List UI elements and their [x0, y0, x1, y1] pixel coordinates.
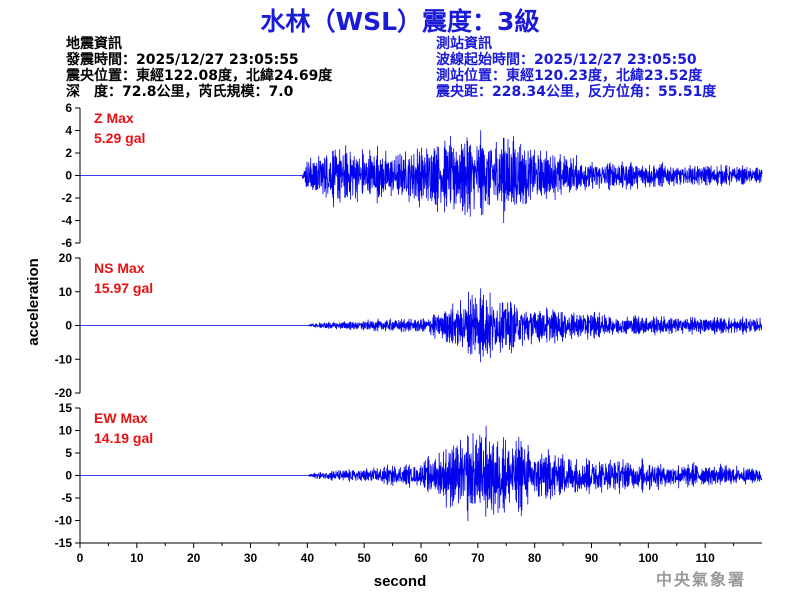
max-label-z: Z Max — [94, 110, 134, 126]
depth-magnitude: 深 度：72.8公里，芮氏規模：7.0 — [66, 84, 294, 100]
x-tick-label: 50 — [357, 551, 371, 565]
x-tick-label: 10 — [130, 551, 144, 565]
y-tick-label: 0 — [65, 469, 72, 483]
y-tick-label: -6 — [61, 236, 72, 250]
y-tick-label: 0 — [65, 319, 72, 333]
x-tick-label: 80 — [528, 551, 542, 565]
y-tick-label: -2 — [61, 191, 72, 205]
wave-start-time: 波線起始時間：2025/12/27 23:05:50 — [436, 52, 697, 68]
x-tick-label: 110 — [695, 551, 715, 565]
y-tick-label: -20 — [55, 386, 73, 400]
y-tick-label: -5 — [61, 491, 72, 505]
y-tick-label: -10 — [55, 514, 73, 528]
y-tick-label: 4 — [65, 124, 72, 138]
station-location: 測站位置：東經120.23度，北緯23.52度 — [436, 68, 703, 84]
y-axis-label: acceleration — [25, 258, 42, 346]
y-tick-label: 10 — [59, 424, 73, 438]
max-label-ns: NS Max — [94, 260, 145, 276]
x-tick-label: 0 — [77, 551, 84, 565]
waveform-trace-ew — [80, 425, 763, 522]
quake-info-block: 地震資訊 發震時間：2025/12/27 23:05:55 震央位置：東經122… — [66, 36, 332, 100]
y-tick-label: -4 — [61, 214, 72, 228]
y-tick-label: 5 — [65, 446, 72, 460]
distance-azimuth: 震央距：228.34公里，反方位角：55.51度 — [436, 84, 717, 100]
y-tick-label: 15 — [59, 401, 73, 415]
x-tick-label: 70 — [471, 551, 485, 565]
x-tick-label: 30 — [244, 551, 258, 565]
y-tick-label: -10 — [55, 352, 73, 366]
y-tick-label: 20 — [59, 251, 73, 265]
y-tick-label: 10 — [59, 285, 73, 299]
quake-info-heading: 地震資訊 — [66, 36, 122, 52]
y-tick-label: -15 — [55, 536, 73, 550]
x-axis-label: second — [374, 573, 427, 590]
station-info-block: 測站資訊 波線起始時間：2025/12/27 23:05:50 測站位置：東經1… — [436, 36, 716, 100]
y-tick-label: 2 — [65, 146, 72, 160]
epicenter-location: 震央位置：東經122.08度，北緯24.69度 — [66, 68, 333, 84]
max-value-ns: 15.97 gal — [94, 280, 153, 296]
origin-time: 發震時間：2025/12/27 23:05:55 — [66, 52, 299, 68]
max-value-z: 5.29 gal — [94, 130, 145, 146]
x-tick-label: 20 — [187, 551, 201, 565]
max-value-ew: 14.19 gal — [94, 430, 153, 446]
page-title: 水林（WSL）震度：3級 — [260, 7, 540, 36]
x-tick-label: 90 — [585, 551, 599, 565]
agency-watermark: 中央氣象署 — [655, 570, 746, 589]
y-tick-label: 0 — [65, 169, 72, 183]
x-tick-label: 40 — [301, 551, 315, 565]
waveform-trace-z — [80, 130, 763, 224]
x-tick-label: 100 — [638, 551, 658, 565]
y-tick-label: 6 — [65, 101, 72, 115]
station-info-heading: 測站資訊 — [436, 36, 492, 52]
waveform-trace-ns — [80, 288, 763, 363]
x-tick-label: 60 — [414, 551, 428, 565]
max-label-ew: EW Max — [94, 410, 148, 426]
